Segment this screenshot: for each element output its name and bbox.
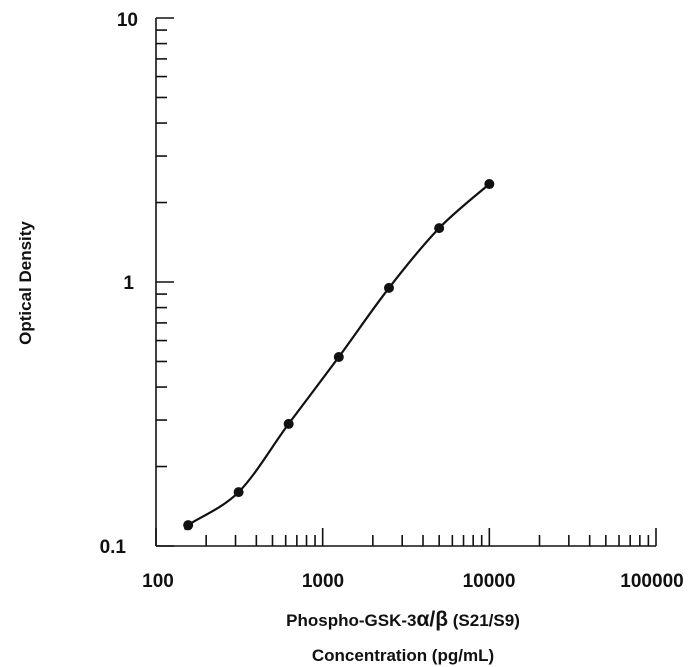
data-point-10000 (484, 179, 495, 190)
data-point-313 (233, 487, 244, 498)
x-axis-title-line2: Concentration (pg/mL) (312, 646, 494, 665)
data-point-625 (283, 418, 294, 429)
x-axis-title-line1: Phospho-GSK-3α/β (S21/S9) (286, 608, 520, 631)
data-point-156 (183, 520, 194, 531)
y-tick-label-1: 1 (123, 273, 134, 294)
data-points (183, 179, 495, 531)
x-tick-label-1000: 1000 (302, 571, 344, 592)
tick-labels: 0.1 1 10 100 1000 10000 100000 (100, 10, 684, 592)
fit-curve (184, 183, 491, 531)
data-point-2500 (383, 282, 394, 293)
y-tick-label-0.1: 0.1 (100, 537, 127, 558)
x-axis-title-suffix: (S21/S9) (448, 611, 520, 630)
axes (155, 17, 657, 547)
data-point-1250 (333, 351, 344, 362)
x-tick-label-100000: 100000 (620, 571, 683, 592)
y-tick-label-10: 10 (117, 10, 138, 31)
x-tick-label-10000: 10000 (463, 571, 516, 592)
x-axis-title-prefix: Phospho-GSK-3 (286, 611, 416, 630)
x-tick-label-100: 100 (142, 571, 174, 592)
x-axis-title-greek: α/β (416, 608, 448, 631)
y-axis-title: Optical Density (16, 221, 35, 345)
data-point-5000 (434, 223, 445, 234)
